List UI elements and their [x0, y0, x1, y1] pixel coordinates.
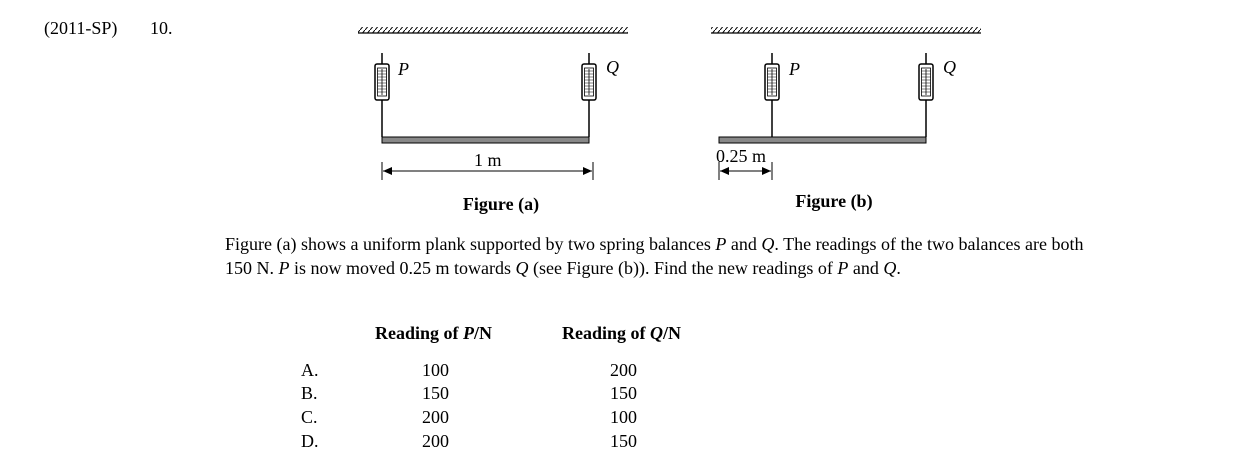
dimension-label-b: 0.25 m	[716, 146, 766, 166]
question-text: Figure (a) shows a uniform plank support…	[225, 232, 1105, 280]
spring-balance-p-b	[764, 52, 780, 137]
figure-b	[711, 27, 981, 180]
plank-a	[381, 136, 590, 144]
option-letter: A.	[301, 360, 319, 380]
caption-a: Figure (a)	[463, 194, 539, 215]
label-q-a: Q	[606, 57, 619, 77]
question-segment: . The readings of the two balances are b…	[225, 234, 1084, 278]
question-segment: and	[726, 234, 762, 254]
ceiling-b	[711, 27, 981, 33]
header-unit: /N	[663, 323, 682, 343]
figure-a	[358, 27, 628, 180]
option-letter: B.	[301, 383, 318, 403]
header-text: Reading of	[562, 323, 651, 343]
caption-b: Figure (b)	[795, 191, 872, 212]
option-q-value: 200	[610, 360, 637, 380]
dimension-label-a: 1 m	[474, 150, 502, 170]
var-p: P	[278, 258, 290, 278]
spring-balance-p-a	[374, 52, 390, 137]
var-p: P	[837, 258, 849, 278]
label-p-b: P	[788, 59, 800, 79]
option-q-value: 100	[610, 407, 637, 427]
question-segment: Figure (a) shows a uniform plank support…	[225, 234, 716, 254]
option-p-value: 100	[422, 360, 449, 380]
figures-diagram: P Q 1 m Figure (a) P Q 0.25 m Figure (b)	[358, 27, 981, 215]
var-q: Q	[515, 258, 529, 278]
option-p-value: 200	[422, 407, 449, 427]
spring-balance-q-b	[918, 52, 934, 137]
label-q-b: Q	[943, 57, 956, 77]
spring-balance-q-a	[581, 52, 597, 137]
option-p-value: 200	[422, 431, 449, 451]
question-segment: is now moved 0.25 m towards	[289, 258, 516, 278]
var-q: Q	[761, 234, 775, 254]
header-var: P	[463, 323, 475, 343]
option-p-value: 150	[422, 383, 449, 403]
plank-b	[718, 136, 927, 144]
var-p: P	[715, 234, 727, 254]
header-var: Q	[650, 323, 664, 343]
question-segment: .	[896, 258, 901, 278]
question-source: (2011-SP)	[44, 18, 118, 38]
header-reading-q: Reading of Q/N	[562, 323, 681, 344]
header-text: Reading of	[375, 323, 464, 343]
option-q-value: 150	[610, 431, 637, 451]
ceiling-a	[358, 27, 628, 33]
header-unit: /N	[474, 323, 493, 343]
question-number: 10.	[150, 18, 173, 38]
option-letter: D.	[301, 431, 319, 451]
option-letter: C.	[301, 407, 318, 427]
option-q-value: 150	[610, 383, 637, 403]
label-p-a: P	[397, 59, 409, 79]
question-segment: and	[848, 258, 884, 278]
question-segment: (see Figure (b)). Find the new readings …	[528, 258, 838, 278]
var-q: Q	[883, 258, 897, 278]
header-reading-p: Reading of P/N	[375, 323, 492, 344]
